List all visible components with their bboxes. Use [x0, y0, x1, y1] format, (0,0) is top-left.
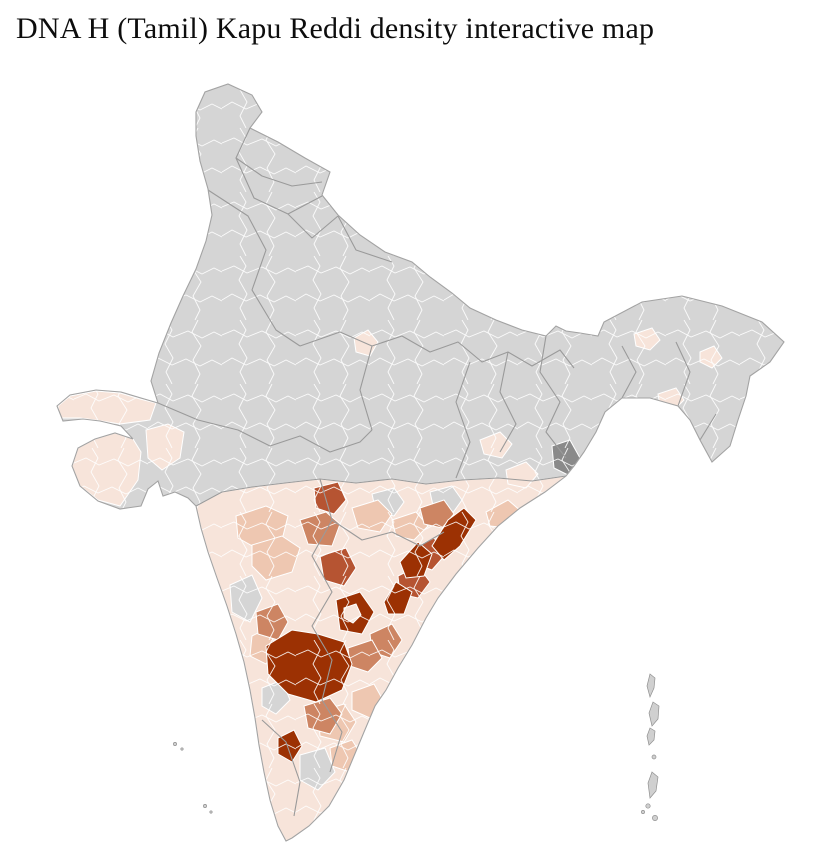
state-border-18 [499, 351, 517, 453]
island-4 [651, 754, 657, 760]
india-outline [56, 83, 785, 842]
state-border-1 [235, 127, 323, 187]
state-border-17 [359, 345, 373, 431]
state-border-13 [675, 341, 691, 407]
island-12 [209, 810, 213, 814]
state-border-16 [331, 519, 445, 547]
island-5 [647, 771, 659, 799]
state-border-11 [539, 335, 567, 459]
state-border-8 [195, 475, 567, 507]
island-11 [203, 804, 207, 808]
state-border-15 [261, 719, 301, 817]
island-1 [646, 673, 656, 699]
island-3 [646, 727, 656, 746]
state-border-3 [207, 189, 301, 347]
island-6 [645, 803, 651, 809]
island-10 [180, 747, 184, 751]
island-8 [641, 810, 645, 814]
state-border-5 [337, 215, 393, 263]
state-border-2 [235, 157, 323, 215]
state-border-14 [699, 413, 717, 441]
state-border-12 [621, 345, 637, 399]
island-2 [648, 701, 660, 727]
district-mesh-overlay [57, 84, 784, 841]
state-border-7 [157, 402, 373, 453]
page-title: DNA H (Tamil) Kapu Reddi density interac… [16, 12, 655, 45]
island-9 [173, 742, 177, 746]
state-border-4 [287, 213, 339, 239]
state-border-9 [311, 478, 343, 773]
island-7 [652, 815, 658, 821]
state-border-10 [455, 361, 471, 479]
